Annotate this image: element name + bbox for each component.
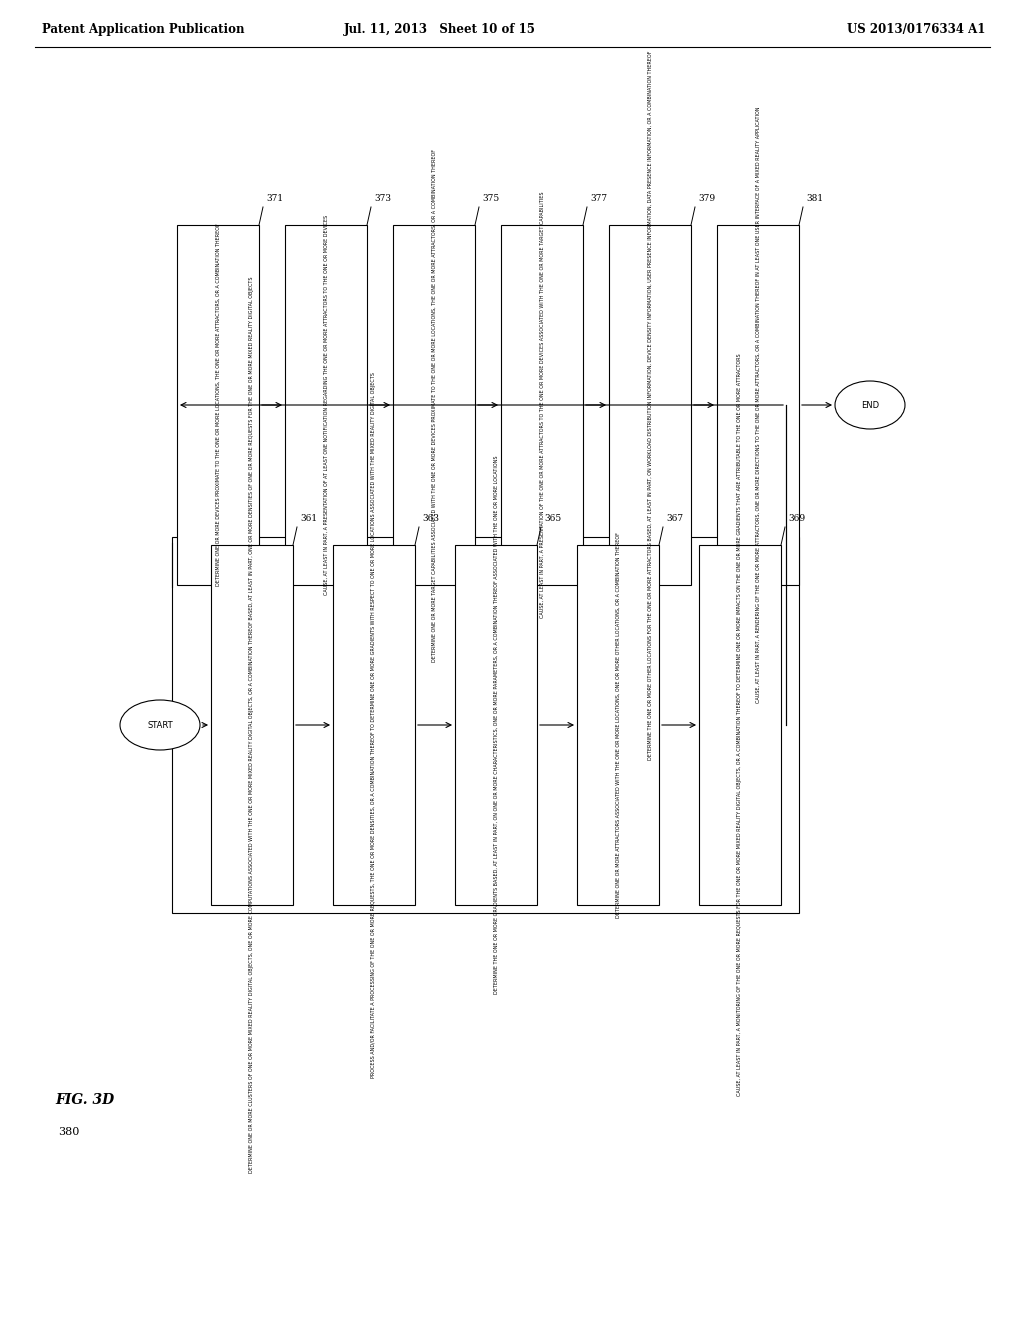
FancyBboxPatch shape: [211, 545, 293, 906]
Text: 381: 381: [806, 194, 823, 203]
FancyBboxPatch shape: [285, 224, 367, 585]
FancyBboxPatch shape: [577, 545, 659, 906]
FancyBboxPatch shape: [501, 224, 583, 585]
Text: CAUSE, AT LEAST IN PART, A PRESENTATION OF AT LEAST ONE NOTIFICATION REGARDING T: CAUSE, AT LEAST IN PART, A PRESENTATION …: [324, 215, 329, 595]
Text: DETERMINE THE ONE OR MORE GRADIENTS BASED, AT LEAST IN PART, ON ONE OR MORE CHAR: DETERMINE THE ONE OR MORE GRADIENTS BASE…: [494, 455, 499, 994]
Ellipse shape: [120, 700, 200, 750]
Text: END: END: [861, 400, 879, 409]
Text: 373: 373: [374, 194, 391, 203]
Text: Patent Application Publication: Patent Application Publication: [42, 24, 245, 37]
FancyBboxPatch shape: [609, 224, 691, 585]
Text: 363: 363: [422, 513, 439, 523]
Text: PROCESS AND/OR FACILITATE A PROCESSING OF THE ONE OR MORE REQUESTS, THE ONE OR M: PROCESS AND/OR FACILITATE A PROCESSING O…: [372, 372, 377, 1078]
Text: START: START: [147, 721, 173, 730]
Text: DETERMINE ONE OR MORE ATTRACTORS ASSOCIATED WITH THE ONE OR MORE LOCATIONS, ONE : DETERMINE ONE OR MORE ATTRACTORS ASSOCIA…: [615, 532, 621, 917]
Text: DETERMINE THE ONE OR MORE OTHER LOCATIONS FOR THE ONE OR MORE ATTRACTORS BASED, : DETERMINE THE ONE OR MORE OTHER LOCATION…: [647, 50, 652, 760]
Text: 379: 379: [698, 194, 715, 203]
Text: DETERMINE ONE OR MORE CLUSTERS OF ONE OR MORE MIXED REALITY DIGITAL OBJECTS, ONE: DETERMINE ONE OR MORE CLUSTERS OF ONE OR…: [250, 277, 255, 1173]
Text: CAUSE, AT LEAST IN PART, A MONITORING OF THE ONE OR MORE REQUESTS FOR THE ONE OR: CAUSE, AT LEAST IN PART, A MONITORING OF…: [737, 354, 742, 1097]
Text: 369: 369: [788, 513, 805, 523]
FancyBboxPatch shape: [393, 224, 475, 585]
Text: DETERMINE ONE OR MORE DEVICES PROXIMATE TO THE ONE OR MORE LOCATIONS, THE ONE OR: DETERMINE ONE OR MORE DEVICES PROXIMATE …: [215, 223, 220, 586]
Text: 380: 380: [58, 1127, 80, 1137]
Text: Jul. 11, 2013   Sheet 10 of 15: Jul. 11, 2013 Sheet 10 of 15: [344, 24, 536, 37]
Text: US 2013/0176334 A1: US 2013/0176334 A1: [847, 24, 985, 37]
Text: 375: 375: [482, 194, 500, 203]
Text: 367: 367: [666, 513, 683, 523]
FancyBboxPatch shape: [333, 545, 415, 906]
FancyBboxPatch shape: [717, 224, 799, 585]
Text: CAUSE, AT LEAST IN PART, A PRESENTATION OF THE ONE OR MORE ATTRACTORS TO THE ONE: CAUSE, AT LEAST IN PART, A PRESENTATION …: [540, 191, 545, 618]
FancyBboxPatch shape: [455, 545, 537, 906]
FancyBboxPatch shape: [699, 545, 781, 906]
Text: 361: 361: [300, 513, 317, 523]
Text: 377: 377: [590, 194, 607, 203]
Text: DETERMINE ONE OR MORE TARGET CAPABILITIES ASSOCIATED WITH THE ONE OR MORE DEVICE: DETERMINE ONE OR MORE TARGET CAPABILITIE…: [431, 149, 436, 661]
Text: 371: 371: [266, 194, 283, 203]
Text: CAUSE, AT LEAST IN PART, A RENDERING OF THE ONE OR MORE ATTRACTORS, ONE OR MORE : CAUSE, AT LEAST IN PART, A RENDERING OF …: [756, 107, 761, 704]
Ellipse shape: [835, 381, 905, 429]
Text: FIG. 3D: FIG. 3D: [55, 1093, 114, 1107]
Text: 365: 365: [544, 513, 561, 523]
FancyBboxPatch shape: [177, 224, 259, 585]
